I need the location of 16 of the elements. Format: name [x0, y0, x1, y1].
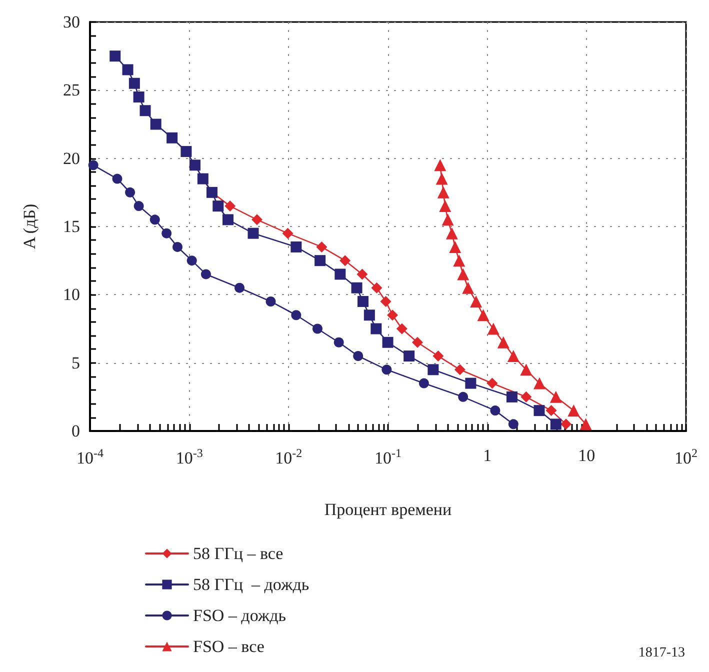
- y-axis-title: A (дБ): [20, 204, 39, 250]
- text: 1817-13: [638, 646, 686, 660]
- y-tick-label: 15: [63, 217, 80, 236]
- x-axis-title: Процент времени: [324, 500, 452, 519]
- x-tick-label: 1: [483, 446, 492, 465]
- legend-label: FSO – дождь: [193, 606, 286, 625]
- legend-label: 58 ГГц – все: [193, 544, 284, 563]
- y-tick-label: 25: [63, 80, 80, 100]
- legend-label: 58 ГГц – дождь: [193, 575, 310, 594]
- y-tick-label: 5: [72, 353, 80, 372]
- legend-label: FSO – все: [193, 637, 264, 656]
- y-tick-label: 10: [63, 285, 80, 304]
- y-tick-label: 30: [63, 12, 80, 32]
- y-tick-label: 0: [72, 422, 80, 440]
- y-tick-label: 20: [63, 148, 80, 168]
- x-tick-label: 10: [578, 446, 596, 465]
